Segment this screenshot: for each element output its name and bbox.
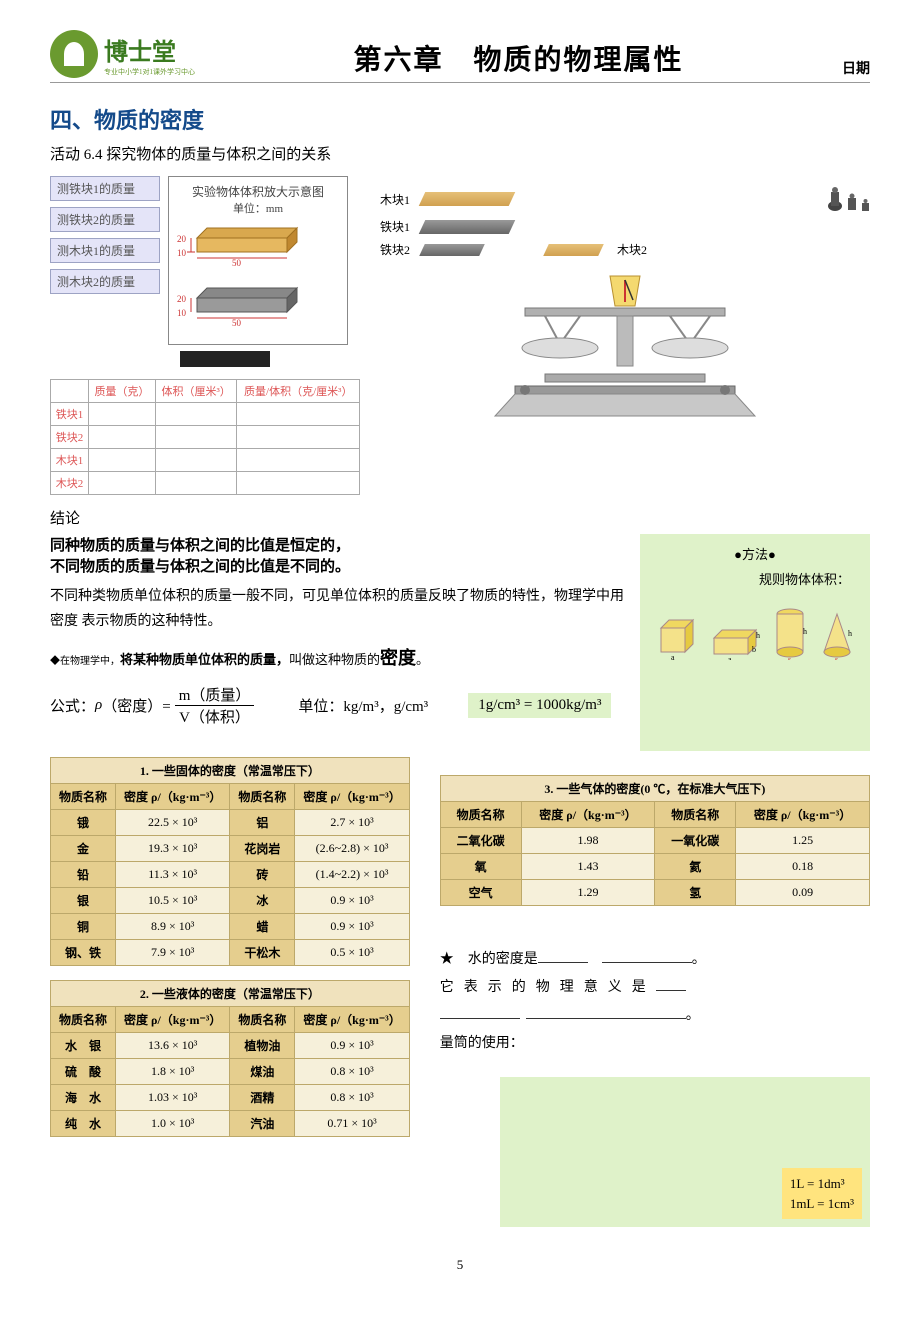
date-label: 日期 bbox=[842, 58, 870, 78]
svg-text:h: h bbox=[848, 629, 852, 638]
conclusion-2: 不同物质的质量与体积之间的比值是不同的。 bbox=[50, 555, 626, 576]
questions-block: ★ 水的密度是 。 它表示的物理意义是 。 量筒的使用： bbox=[440, 946, 870, 1058]
section-title: 四、物质的密度 bbox=[50, 103, 870, 135]
page-number: 5 bbox=[50, 1257, 870, 1273]
svg-text:10: 10 bbox=[177, 248, 187, 258]
svg-text:b: b bbox=[752, 645, 756, 654]
meaning-line: 它表示的物理意义是 bbox=[440, 974, 870, 1002]
activity-label: 活动 6.4 探究物体的质量与体积之间的关系 bbox=[50, 143, 870, 164]
cylinder-usage-box: 1L = 1dm³ 1mL = 1cm³ bbox=[500, 1077, 870, 1227]
volume-shapes-icon: a abh hs hs bbox=[650, 596, 860, 660]
measure-btn-4[interactable]: 测木块2的质量 bbox=[50, 269, 160, 294]
gases-density-table: 3. 一些气体的密度(0 ℃，在标准大气压下) 物质名称密度 ρ/（kg·m⁻³… bbox=[440, 775, 870, 906]
svg-text:a: a bbox=[671, 653, 675, 660]
liquids-density-table: 2. 一些液体的密度（常温常压下） 物质名称密度 ρ/（kg·m⁻³）物质名称密… bbox=[50, 980, 410, 1137]
experiment-area: 测铁块1的质量 测铁块2的质量 测木块1的质量 测木块2的质量 实验物体体积放大… bbox=[50, 176, 870, 495]
svg-text:50: 50 bbox=[232, 258, 242, 268]
definition-line: ◆在物理学中，将某种物质单位体积的质量，叫做这种物质的密度。 bbox=[50, 644, 626, 670]
conclusion-1: 同种物质的质量与体积之间的比值是恒定的， bbox=[50, 534, 626, 555]
measure-btn-1[interactable]: 测铁块1的质量 bbox=[50, 176, 160, 201]
svg-text:h: h bbox=[803, 627, 807, 636]
svg-text:20: 20 bbox=[177, 234, 187, 244]
unit-note: 1L = 1dm³ 1mL = 1cm³ bbox=[782, 1168, 862, 1219]
unit-conversion: 1g/cm³ = 1000kg/m³ bbox=[468, 693, 611, 718]
volume-diagram: 实验物体体积放大示意图 单位：mm 20 10 50 20 10 bbox=[168, 176, 348, 345]
svg-text:10: 10 bbox=[177, 308, 187, 318]
logo-subtitle: 专业中小学1对1课外学习中心 bbox=[104, 67, 195, 77]
measure-btn-3[interactable]: 测木块1的质量 bbox=[50, 238, 160, 263]
svg-text:a: a bbox=[728, 655, 732, 660]
cylinder-label: 量筒的使用： bbox=[440, 1030, 870, 1058]
logo-name: 博士堂 bbox=[104, 32, 195, 67]
conclusion-label: 结论 bbox=[50, 507, 870, 528]
measure-buttons: 测铁块1的质量 测铁块2的质量 测木块1的质量 测木块2的质量 bbox=[50, 176, 160, 294]
logo: 博士堂 专业中小学1对1课外学习中心 bbox=[50, 30, 195, 78]
samples-and-balance: 木块1 铁块1 铁块2 木块2 bbox=[380, 176, 870, 495]
balance-scale-icon bbox=[380, 266, 870, 431]
experiment-data-table: 质量（克） 体积（厘米³） 质量/体积（克/厘米³） 铁块1 铁块2 木块1 木… bbox=[50, 379, 360, 495]
formula-row: 公式： ρ（密度）= m（质量）V（体积） 单位：kg/m³，g/cm³ 1g/… bbox=[50, 684, 626, 727]
logo-mark bbox=[50, 30, 98, 78]
svg-text:20: 20 bbox=[177, 294, 187, 304]
svg-text:s: s bbox=[788, 655, 791, 660]
svg-text:s: s bbox=[835, 655, 838, 660]
page-header: 博士堂 专业中小学1对1课外学习中心 第六章 物质的物理属性 日期 bbox=[50, 30, 870, 83]
svg-text:50: 50 bbox=[232, 318, 242, 328]
solids-density-table: 1. 一些固体的密度（常温常压下） 物质名称密度 ρ/（kg·m⁻³）物质名称密… bbox=[50, 757, 410, 966]
chapter-title: 第六章 物质的物理属性 bbox=[195, 38, 842, 78]
measure-btn-2[interactable]: 测铁块2的质量 bbox=[50, 207, 160, 232]
method-box: ●方法● 规则物体体积： a abh hs hs bbox=[640, 534, 870, 751]
unit-label: 单位：kg/m³，g/cm³ bbox=[298, 695, 428, 716]
svg-text:h: h bbox=[756, 631, 760, 640]
explanation-paragraph: 不同种类物质单位体积的质量一般不同，可见单位体积的质量反映了物质的特性，物理学中… bbox=[50, 584, 626, 634]
